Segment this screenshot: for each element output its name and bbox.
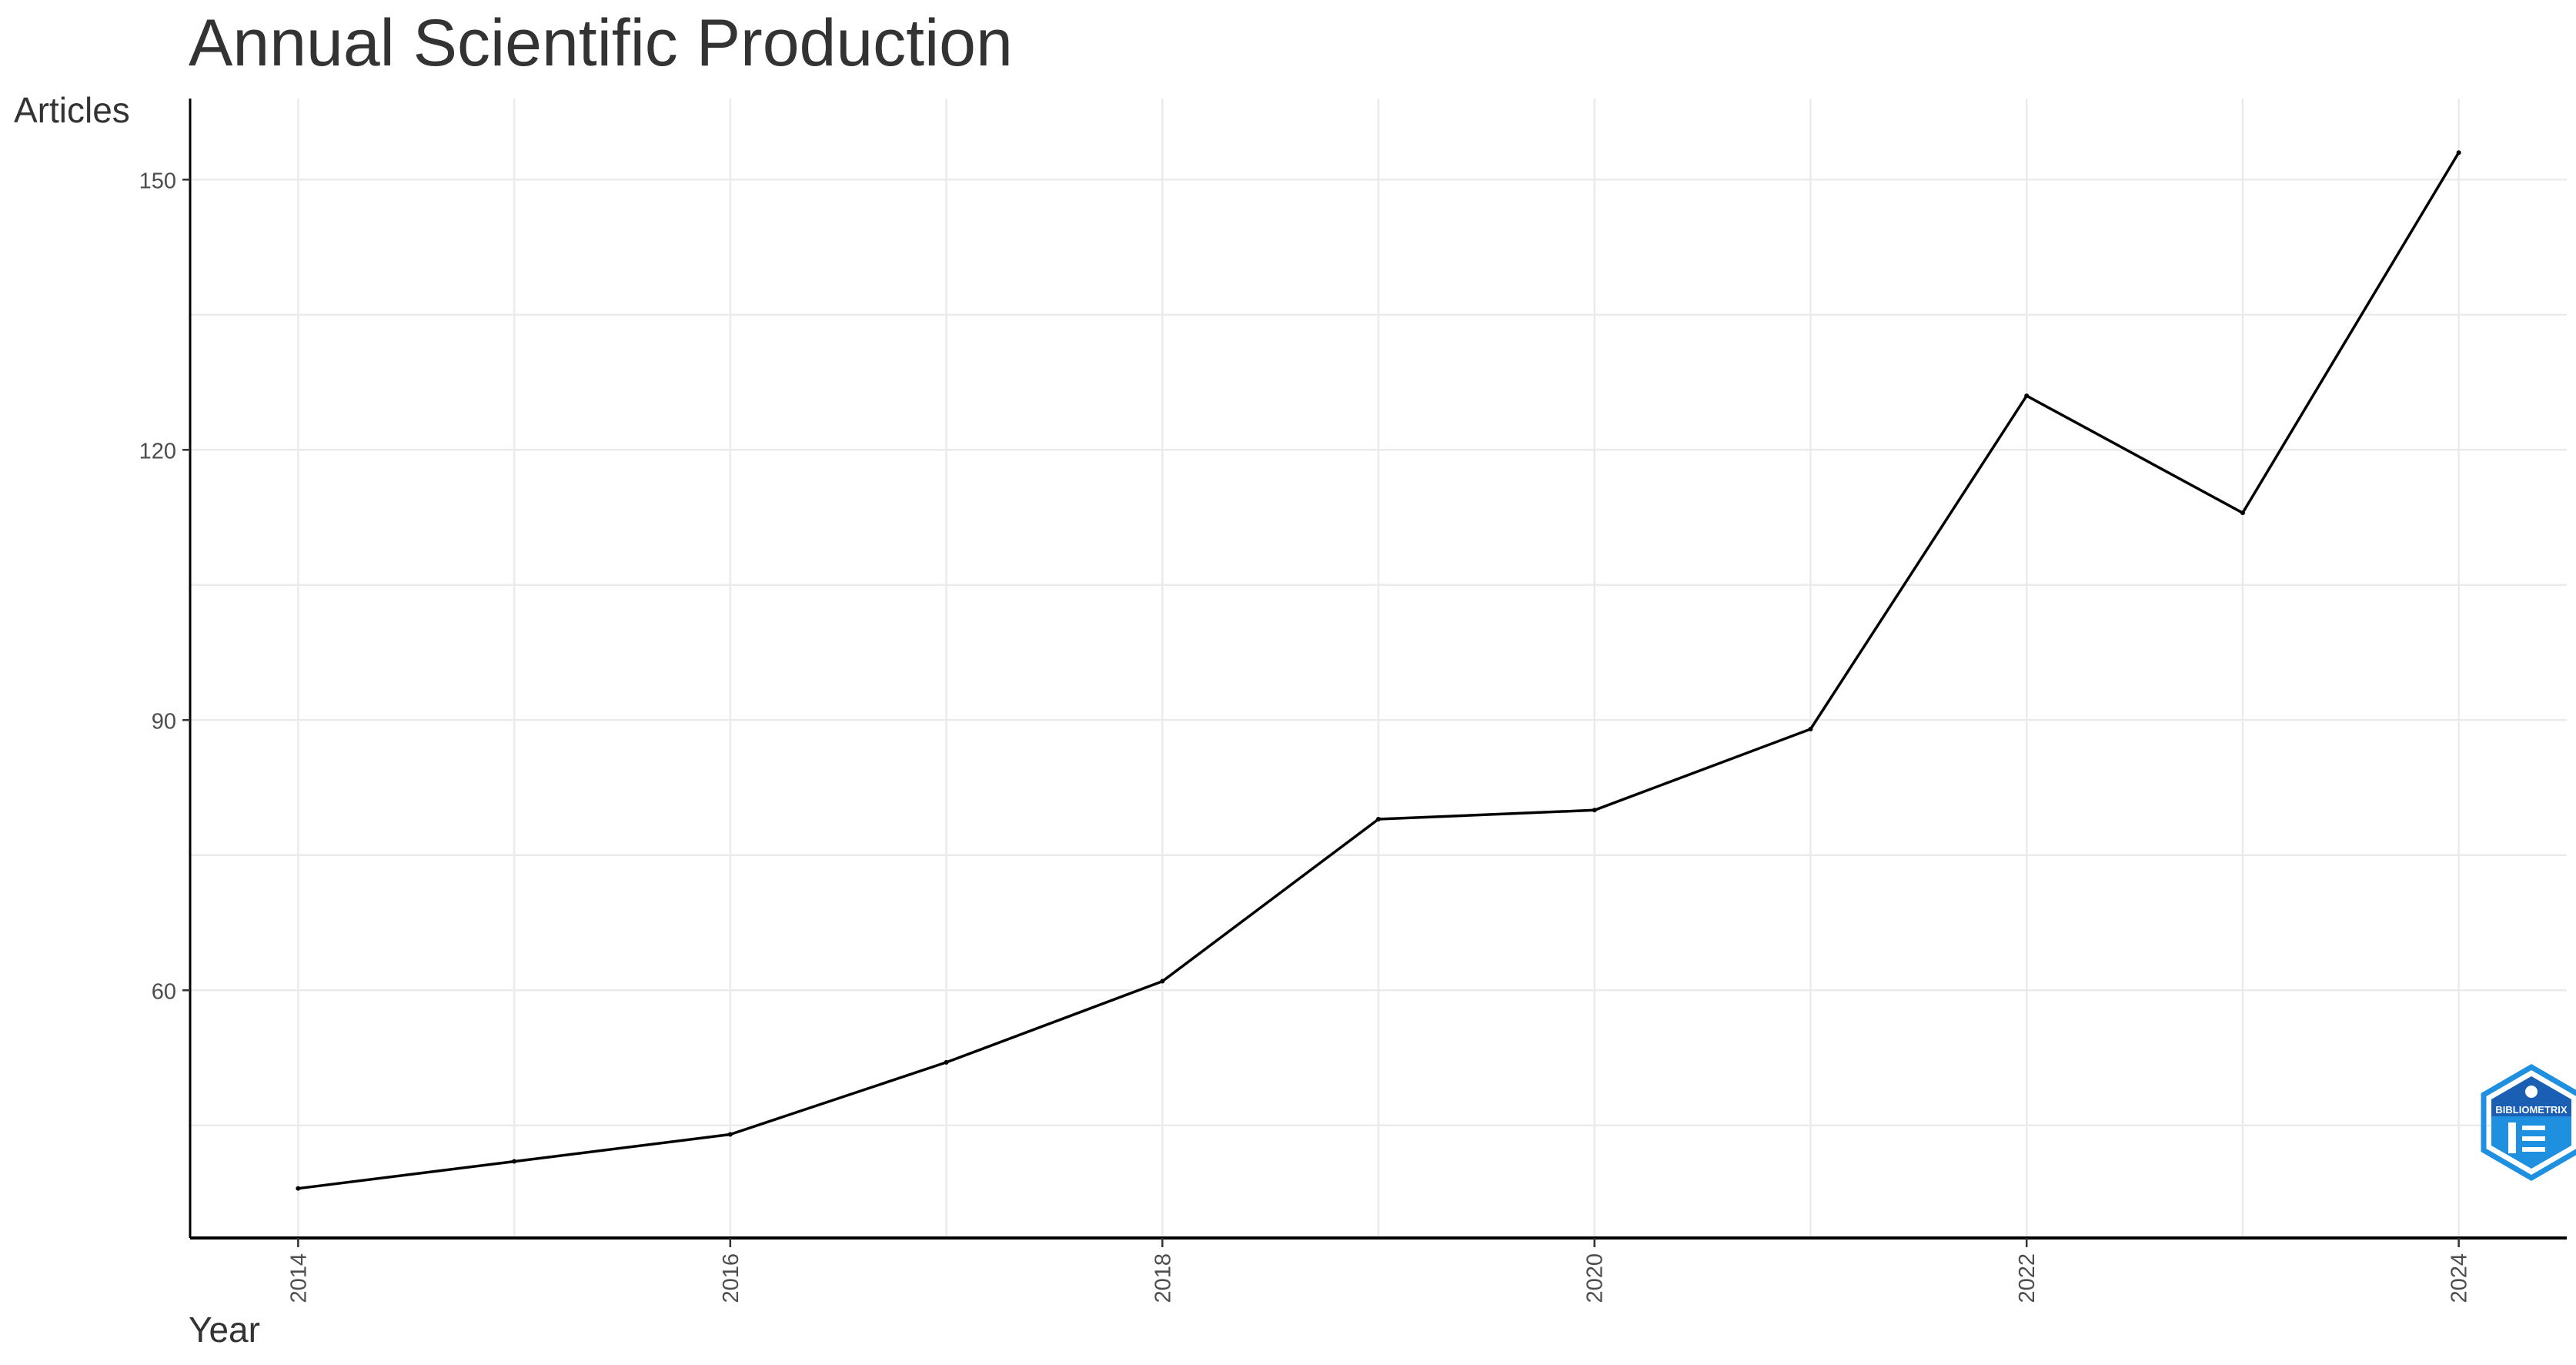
- chart-title: Annual Scientific Production: [189, 6, 1013, 80]
- y-tick-label: 90: [152, 709, 176, 734]
- x-tick-label: 2018: [1151, 1253, 1175, 1303]
- data-point: [512, 1159, 517, 1164]
- data-point: [944, 1059, 949, 1065]
- data-point: [1160, 979, 1165, 984]
- y-tick-label: 150: [139, 169, 176, 193]
- data-point: [296, 1186, 301, 1191]
- y-tick-label: 120: [139, 439, 176, 463]
- y-axis-title: Articles: [14, 90, 130, 130]
- data-point: [1808, 726, 1813, 731]
- logo-figure-head: [2525, 1086, 2538, 1098]
- x-tick-label: 2016: [719, 1253, 743, 1303]
- logo-hexagon-outer: [2481, 1063, 2576, 1182]
- axis-layer: [189, 99, 2567, 1240]
- x-tick-label: 2020: [1583, 1253, 1608, 1303]
- grid-layer: [190, 99, 2567, 1238]
- logo-figure-body: [2508, 1122, 2516, 1153]
- x-tick-label: 2024: [2447, 1253, 2472, 1303]
- logo-bar-1: [2522, 1126, 2545, 1130]
- data-point: [1376, 816, 1381, 821]
- x-tick-label: 2022: [2015, 1253, 2040, 1303]
- bibliometrix-logo-icon: BIBLIOMETRIX: [2481, 1063, 2576, 1182]
- data-point: [2456, 150, 2461, 156]
- tick-layer: 60 90 120 150 2014 2016 2018 2020 2022 2024: [139, 169, 2472, 1303]
- logo-bar-2: [2522, 1136, 2545, 1141]
- y-tick-label: 60: [152, 979, 176, 1004]
- logo-text: BIBLIOMETRIX: [2495, 1104, 2567, 1116]
- logo-bar-3: [2522, 1147, 2545, 1152]
- data-point: [727, 1132, 733, 1137]
- x-axis-title: Year: [189, 1310, 260, 1350]
- data-point: [1592, 808, 1597, 813]
- series-layer: [296, 150, 2461, 1191]
- x-tick-label: 2014: [286, 1253, 311, 1303]
- data-point: [2240, 510, 2245, 516]
- data-point: [2024, 393, 2030, 399]
